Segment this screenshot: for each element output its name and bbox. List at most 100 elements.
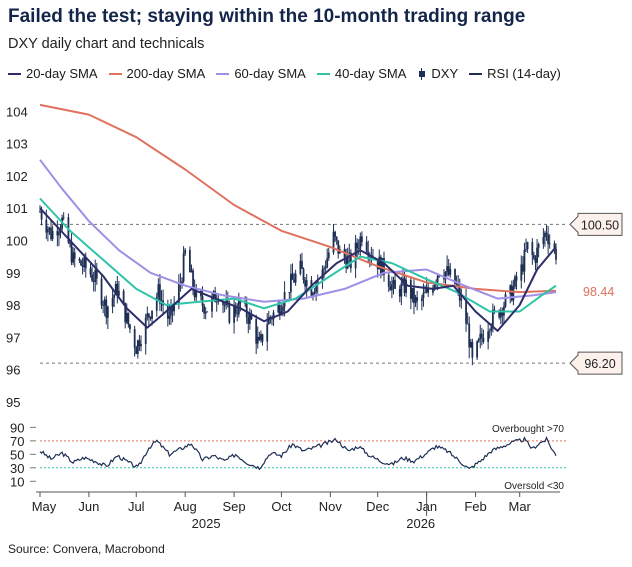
dxy-candle-body bbox=[457, 283, 460, 287]
dxy-candle-body bbox=[293, 279, 295, 283]
dxy-candle-body bbox=[346, 256, 349, 269]
dxy-candle-body bbox=[533, 255, 535, 259]
dxy-candle-body bbox=[127, 312, 130, 325]
dxy-candle-body bbox=[72, 252, 75, 263]
dxy-candle-body bbox=[302, 268, 305, 280]
legend-item-sma200: 200-day SMA bbox=[108, 66, 205, 81]
price-tick-label: 100 bbox=[6, 233, 28, 248]
dxy-candle-body bbox=[125, 312, 128, 323]
rsi-tick-label: 90 bbox=[10, 420, 24, 435]
dxy-candle-body bbox=[548, 243, 551, 245]
dxy-candle-body bbox=[387, 274, 390, 287]
dxy-candle-body bbox=[465, 298, 467, 324]
dxy-candles bbox=[39, 205, 557, 366]
dxy-candle-body bbox=[40, 211, 43, 220]
dxy-candle-body bbox=[168, 315, 171, 319]
x-tick-label: Oct bbox=[271, 499, 292, 514]
dxy-candle-body bbox=[248, 314, 251, 324]
dxy-candle-body bbox=[444, 271, 447, 280]
x-tick-label: Aug bbox=[174, 499, 197, 514]
dxy-candle-body bbox=[416, 297, 419, 302]
dxy-candle-body bbox=[498, 310, 501, 318]
chart-subtitle: DXY daily chart and technicals bbox=[8, 36, 205, 52]
dxy-candle-body bbox=[135, 347, 138, 355]
dxy-candle-body bbox=[136, 340, 139, 355]
dxy-candle-body bbox=[427, 288, 430, 293]
rsi-tick-label: 10 bbox=[10, 474, 24, 489]
dxy-candle-body bbox=[184, 249, 187, 254]
dxy-candle-body bbox=[299, 260, 302, 274]
dxy-candle-body bbox=[520, 264, 523, 281]
sma20-line bbox=[39, 207, 557, 332]
sma60-line bbox=[39, 159, 557, 303]
dxy-candle-body bbox=[124, 302, 127, 323]
dxy-candle-body bbox=[222, 301, 224, 305]
legend-item-rsi: RSI (14-day) bbox=[469, 66, 561, 81]
dxy-candle-body bbox=[381, 258, 384, 276]
dxy-candle-body bbox=[294, 273, 297, 283]
level-label: 100.50 bbox=[581, 218, 619, 232]
dxy-candle-body bbox=[111, 298, 114, 307]
dxy-candle-body bbox=[357, 248, 360, 249]
dxy-candle-body bbox=[223, 304, 226, 306]
dxy-candle-body bbox=[56, 231, 59, 236]
price-tick-label: 99 bbox=[6, 266, 20, 281]
overbought-label: Overbought >70 bbox=[492, 424, 564, 435]
dxy-candle-body bbox=[247, 317, 250, 324]
dxy-candle-body bbox=[100, 278, 103, 306]
dxy-candle-body bbox=[177, 283, 180, 304]
legend-label-rsi: RSI (14-day) bbox=[487, 66, 561, 81]
dxy-candle-body bbox=[236, 313, 239, 315]
dxy-candle-body bbox=[266, 324, 269, 342]
dxy-candle-body bbox=[411, 288, 414, 299]
dxy-candle-body bbox=[479, 333, 482, 340]
dxy-candle-body bbox=[211, 296, 213, 312]
dxy-candle-body bbox=[106, 306, 109, 318]
dxy-candle-body bbox=[166, 305, 169, 319]
dxy-candle-body bbox=[471, 341, 474, 358]
dxy-candle-body bbox=[46, 229, 49, 233]
dxy-candle-body bbox=[69, 242, 71, 244]
dxy-candle-body bbox=[487, 331, 490, 342]
dxy-candle-body bbox=[447, 266, 450, 275]
dxy-candle-body bbox=[400, 283, 403, 297]
dxy-candle-body bbox=[482, 337, 485, 342]
dxy-candle-body bbox=[182, 253, 185, 282]
dxy-candle-body bbox=[469, 341, 472, 348]
legend-label-sma40: 40-day SMA bbox=[334, 66, 407, 81]
dxy-candle-body bbox=[523, 249, 526, 272]
dxy-candle-body bbox=[114, 283, 117, 296]
dxy-candle-body bbox=[140, 344, 142, 347]
dxy-candle-body bbox=[277, 305, 280, 313]
dxy-candle-body bbox=[149, 316, 152, 319]
sma200-last-value: 98.44 bbox=[583, 285, 614, 299]
dxy-candle-body bbox=[70, 243, 73, 263]
rsi-tick-label: 70 bbox=[10, 434, 24, 449]
dxy-candle-body bbox=[217, 301, 220, 303]
dxy-candle-body bbox=[326, 258, 329, 268]
dxy-candle-body bbox=[206, 311, 209, 313]
dxy-candle-body bbox=[62, 217, 65, 219]
dxy-candle-body bbox=[48, 227, 51, 230]
dxy-candle-body bbox=[449, 269, 452, 275]
price-tick-label: 102 bbox=[6, 169, 28, 184]
dxy-candle-body bbox=[334, 231, 336, 237]
dxy-candle-body bbox=[39, 211, 41, 213]
dxy-candle-body bbox=[537, 244, 540, 248]
dxy-candle-body bbox=[414, 297, 417, 304]
dxy-candle-body bbox=[289, 273, 292, 293]
dxy-candle-body bbox=[425, 288, 428, 293]
sma200-line bbox=[39, 103, 557, 294]
price-tick-label: 95 bbox=[6, 395, 20, 410]
dxy-candle-body bbox=[215, 301, 218, 303]
dxy-candle-body bbox=[181, 281, 183, 284]
dxy-candle-body bbox=[147, 313, 150, 317]
dxy-candle-body bbox=[122, 290, 125, 303]
dxy-candle-body bbox=[378, 256, 381, 270]
dxy-candle-body bbox=[534, 258, 537, 263]
dxy-candle-body bbox=[531, 242, 534, 256]
x-tick-label: Mar bbox=[509, 499, 532, 514]
dxy-candle-body bbox=[144, 317, 147, 345]
dxy-candle-body bbox=[258, 336, 261, 340]
dxy-candle-body bbox=[504, 294, 507, 307]
